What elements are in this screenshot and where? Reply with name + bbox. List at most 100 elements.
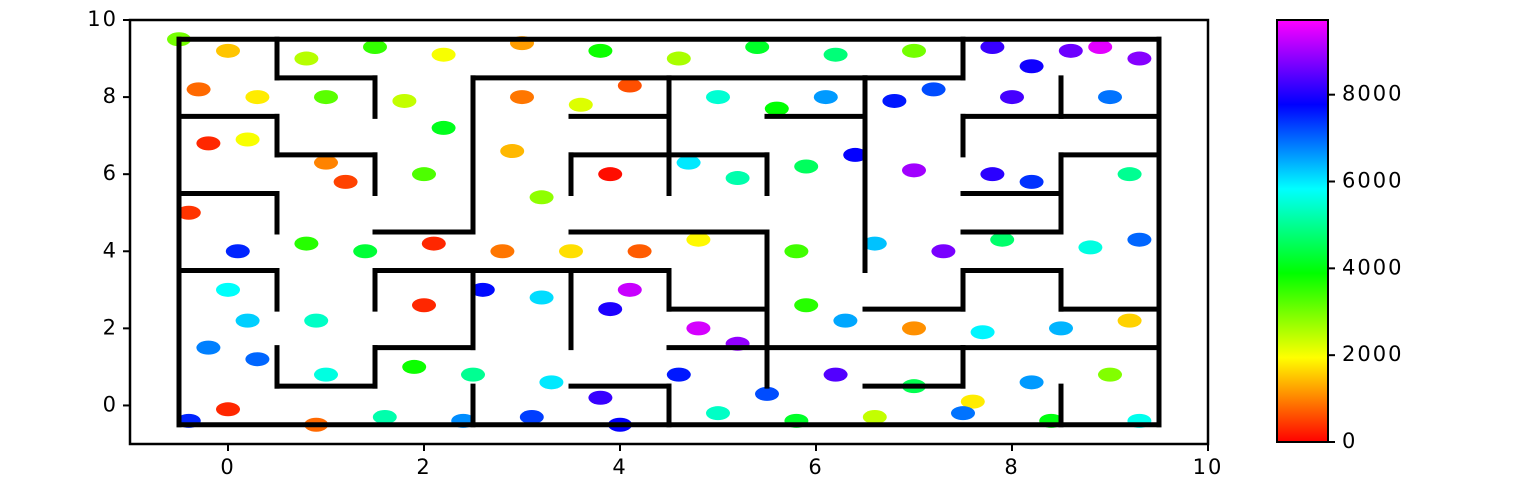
point	[412, 298, 436, 313]
colorbar-tick-label: 2000	[1342, 342, 1403, 366]
y-tick-label: 4	[103, 238, 118, 262]
point	[1058, 43, 1083, 58]
point	[686, 321, 711, 336]
point	[1078, 240, 1103, 255]
point	[245, 352, 270, 367]
point	[833, 313, 858, 328]
point	[216, 282, 240, 297]
point	[784, 244, 809, 259]
point	[333, 174, 358, 189]
point	[304, 313, 329, 328]
point	[706, 90, 730, 105]
point	[598, 167, 623, 182]
point	[843, 147, 868, 162]
point	[216, 43, 240, 58]
point	[951, 406, 975, 421]
y-tick-label: 0	[103, 392, 118, 416]
point	[568, 97, 593, 112]
point	[686, 232, 711, 247]
point	[588, 390, 613, 405]
y-tick-label: 10	[87, 7, 118, 31]
point	[764, 101, 789, 116]
point	[1117, 313, 1142, 328]
y-tick-label: 6	[103, 161, 118, 185]
point	[519, 410, 544, 425]
point	[823, 367, 848, 382]
point	[372, 410, 397, 425]
point	[1127, 232, 1152, 247]
point	[559, 244, 583, 259]
point	[294, 236, 319, 251]
point	[225, 244, 250, 259]
point	[431, 47, 456, 62]
point	[598, 302, 623, 317]
point	[960, 394, 985, 409]
point	[1088, 39, 1113, 54]
point	[314, 367, 338, 382]
point	[902, 43, 926, 58]
colorbar-tick-label: 6000	[1342, 169, 1403, 193]
point	[412, 167, 436, 182]
point	[461, 367, 485, 382]
point	[421, 236, 446, 251]
point	[588, 43, 613, 58]
point	[363, 39, 387, 54]
point	[676, 155, 701, 170]
point	[882, 93, 907, 108]
point	[745, 39, 770, 54]
point	[529, 290, 554, 305]
point	[235, 313, 260, 328]
point	[1049, 321, 1073, 336]
point	[470, 282, 495, 297]
point	[921, 82, 946, 97]
point	[666, 51, 691, 66]
point	[353, 244, 378, 259]
point	[1000, 90, 1024, 105]
x-tick-label: 0	[220, 455, 235, 479]
point	[490, 244, 515, 259]
point	[823, 47, 848, 62]
point	[196, 340, 221, 355]
x-tick-label: 2	[416, 455, 431, 479]
point	[235, 132, 260, 147]
point	[902, 163, 926, 178]
y-tick-label: 8	[103, 84, 118, 108]
plot-frame	[128, 18, 1210, 446]
point	[294, 51, 319, 66]
point	[392, 93, 417, 108]
point	[431, 120, 456, 135]
point	[902, 321, 926, 336]
point	[402, 359, 427, 374]
point	[1098, 90, 1122, 105]
point	[1127, 51, 1152, 66]
point	[1117, 167, 1142, 182]
point	[862, 410, 887, 425]
point	[794, 298, 819, 313]
point	[970, 325, 995, 340]
point	[510, 90, 534, 105]
point	[1019, 59, 1044, 74]
point	[666, 367, 691, 382]
point	[529, 190, 554, 205]
point	[500, 144, 525, 159]
point	[176, 205, 201, 220]
colorbar-tick-label: 8000	[1342, 82, 1403, 106]
point	[1019, 174, 1044, 189]
point	[617, 78, 642, 93]
point	[990, 232, 1015, 247]
point	[980, 167, 1005, 182]
point	[1098, 367, 1122, 382]
y-tick-label: 2	[103, 315, 118, 339]
colorbar	[1276, 19, 1329, 443]
point	[931, 244, 956, 259]
x-tick-label: 4	[612, 455, 627, 479]
point	[314, 155, 338, 170]
point	[980, 39, 1005, 54]
point	[706, 406, 730, 421]
x-tick-label: 10	[1193, 455, 1224, 479]
point	[627, 244, 652, 259]
point	[314, 90, 338, 105]
colorbar-tick-label: 0	[1342, 429, 1357, 453]
point	[245, 90, 270, 105]
